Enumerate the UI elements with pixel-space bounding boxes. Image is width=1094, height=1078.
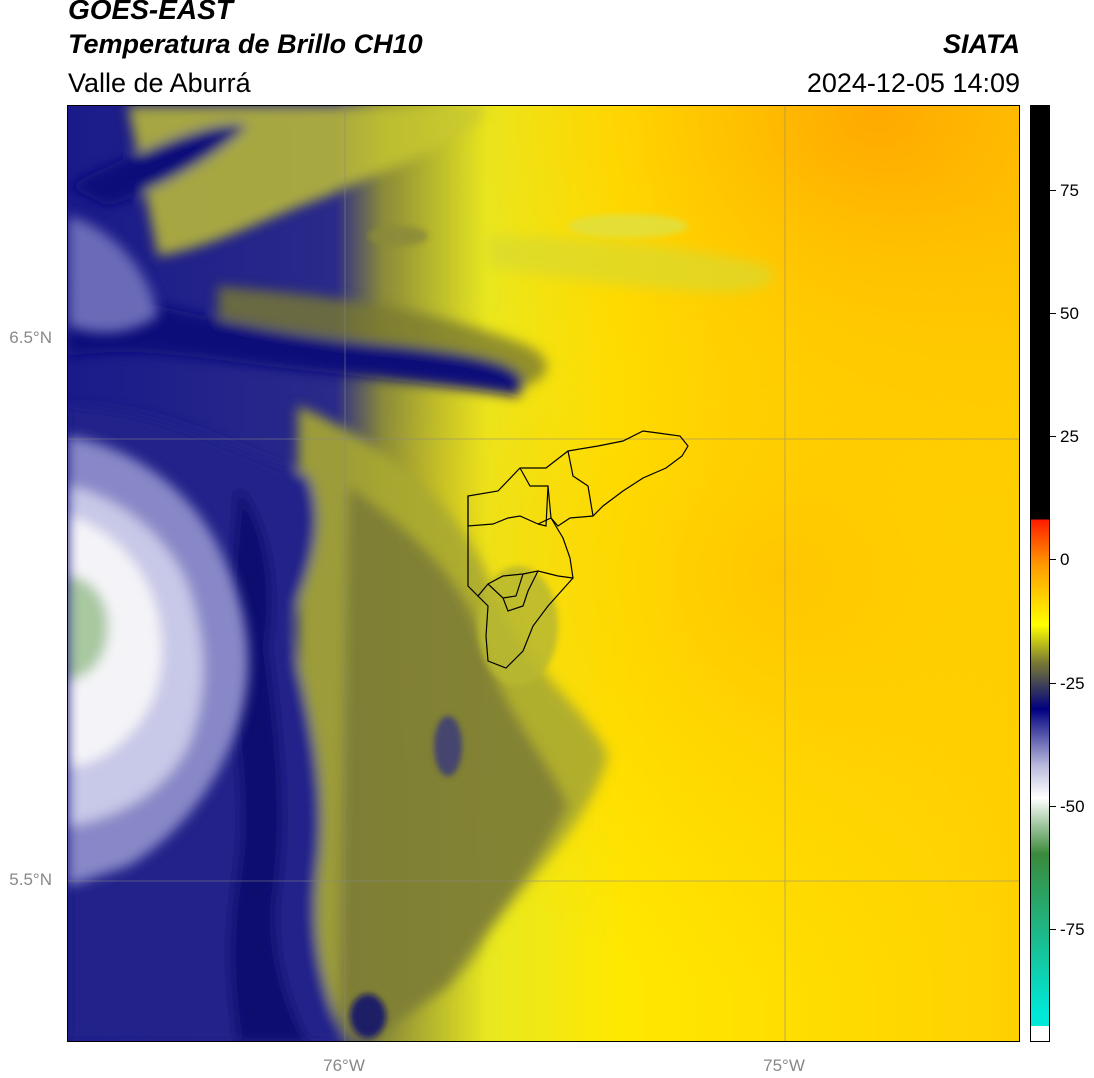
colorbar-tick bbox=[1050, 436, 1056, 437]
lon-label-76w: 76°W bbox=[323, 1056, 365, 1075]
lat-label-5-5n: 5.5°N bbox=[9, 870, 52, 889]
lat-label-6-5n: 6.5°N bbox=[9, 328, 52, 347]
lon-label-75w: 75°W bbox=[763, 1056, 805, 1075]
map-canvas bbox=[68, 106, 1019, 1041]
colorbar-tick bbox=[1050, 806, 1056, 807]
colorbar-tick bbox=[1050, 313, 1056, 314]
colorbar-label-50: 50 bbox=[1060, 304, 1079, 323]
colorbar-label-25: 25 bbox=[1060, 427, 1079, 446]
datetime-label: 2024-12-05 14:09 bbox=[806, 68, 1020, 98]
brightness-temperature-map[interactable] bbox=[67, 105, 1020, 1042]
colorbar bbox=[1030, 105, 1050, 1042]
colorbar-label-0: 0 bbox=[1060, 550, 1070, 569]
graticule bbox=[68, 106, 1019, 1041]
colorbar-label-minus-75: -75 bbox=[1060, 920, 1085, 939]
colorbar-tick bbox=[1050, 683, 1056, 684]
colorbar-label-minus-25: -25 bbox=[1060, 674, 1085, 693]
region-label: Valle de Aburrá bbox=[68, 68, 251, 98]
colorbar-tick bbox=[1050, 559, 1056, 560]
colorbar-label-75: 75 bbox=[1060, 181, 1079, 200]
institution-label: SIATA bbox=[943, 29, 1020, 59]
product-title: Temperatura de Brillo CH10 bbox=[68, 29, 423, 59]
colorbar-tick bbox=[1050, 929, 1056, 930]
colorbar-tick bbox=[1050, 190, 1056, 191]
satellite-title: GOES-EAST bbox=[68, 0, 233, 25]
colorbar-label-minus-50: -50 bbox=[1060, 797, 1085, 816]
aburra-valley-boundaries bbox=[467, 430, 689, 669]
